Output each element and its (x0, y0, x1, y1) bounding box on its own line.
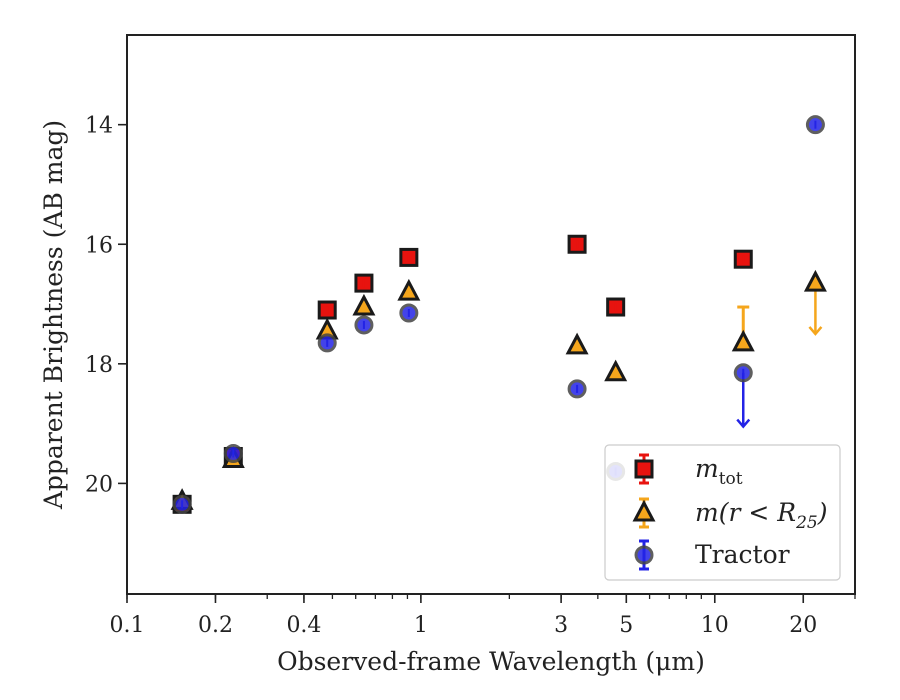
legend-label: Tractor (695, 540, 790, 569)
x-tick-label: 20 (789, 613, 817, 638)
x-tick-label: 10 (701, 613, 729, 638)
x-tick-label: 3 (554, 613, 568, 638)
legend-marker (634, 545, 654, 565)
x-tick-label: 0.4 (286, 613, 321, 638)
y-tick-label: 14 (85, 114, 113, 139)
legend-entry-square: mtot (634, 453, 743, 489)
x-tick-label: 1 (414, 613, 428, 638)
y-tick-label: 20 (85, 472, 113, 497)
legend-entry-circle: Tractor (634, 539, 790, 571)
legend-box (604, 444, 841, 581)
limit-arrow-head (736, 418, 751, 429)
legend: mtot m(r < R25) Tractor (604, 444, 841, 581)
x-axis-title: Observed-frame Wavelength (μm) (277, 647, 705, 676)
plot-frame (126, 34, 856, 595)
y-tick-label: 18 (85, 353, 113, 378)
legend-entry-triangle: m(r < R25) (632, 497, 827, 533)
legend-label: mtot (695, 454, 743, 489)
y-tick-label: 16 (85, 233, 113, 258)
data-layer (170, 115, 827, 514)
limit-arrow-head (808, 326, 823, 336)
y-axis-title: Apparent Brightness (AB mag) (39, 120, 68, 510)
legend-label: m(r < R25) (695, 498, 827, 533)
x-tick-label: 5 (619, 613, 633, 638)
x-tick-label: 0.1 (110, 613, 145, 638)
legend-marker (634, 459, 654, 479)
axis-ticks: 0.1 0.2 0.4 1 3 5 10 20 14 16 18 20 (85, 114, 856, 638)
legend-marker (632, 499, 656, 522)
x-tick-label: 0.2 (198, 613, 233, 638)
